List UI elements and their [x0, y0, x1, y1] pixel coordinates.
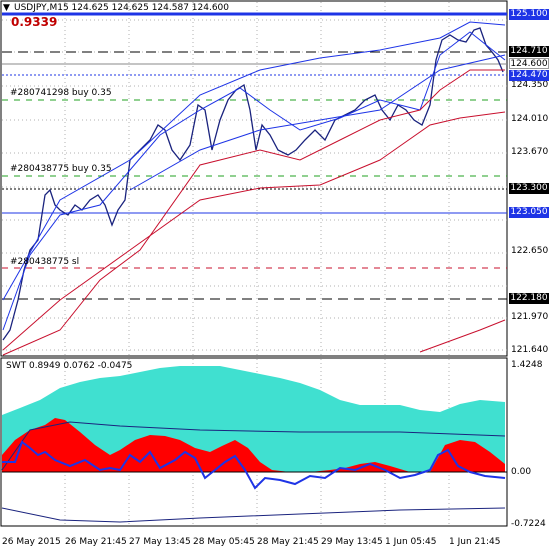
swt-main-line	[2, 440, 506, 490]
price-axis-label: 123.670	[511, 147, 549, 157]
header-triangle-icon[interactable]: ▼	[3, 3, 10, 13]
symbol-line: USDJPY,M15 124.625 124.625 124.587 124.6…	[14, 3, 230, 13]
price-axis-label: 121.970	[511, 312, 549, 322]
price-axis-label: 124.010	[511, 114, 549, 124]
sub-axis-label: 0.00	[511, 467, 532, 477]
main-chart-frame	[0, 0, 508, 357]
price-axis-label: 124.350	[511, 80, 549, 90]
time-axis-label: 1 Jun 05:45	[385, 537, 437, 547]
price-tag: 124.470	[509, 70, 549, 81]
ma-fast-line	[2, 31, 506, 331]
order-label-2: #280438775 buy 0.35	[10, 164, 112, 174]
price-tag: 124.600	[509, 58, 549, 69]
price-axis-label: 121.640	[511, 345, 549, 355]
time-axis-label: 27 May 13:45	[129, 537, 191, 547]
sub-axis-label: 1.4248	[511, 360, 543, 370]
ma-band-line	[129, 54, 506, 191]
ma-band-line	[2, 21, 506, 301]
time-axis-label: 26 May 21:45	[65, 537, 127, 547]
time-axis-label: 26 May 2015	[2, 537, 61, 547]
price-tag: 124.710	[509, 46, 549, 57]
ma-slow-line	[419, 319, 506, 353]
price-tag: 125.100	[509, 9, 549, 20]
order-label-1: #280741298 buy 0.35	[10, 88, 112, 98]
ma-slow-line	[2, 111, 506, 351]
sub-chart-frame	[0, 357, 508, 527]
time-axis-label: 1 Jun 21:45	[449, 537, 501, 547]
price-line	[2, 27, 504, 341]
indicator-value: 0.9339	[11, 15, 58, 29]
price-tag: 123.300	[509, 183, 549, 194]
time-axis-label: 28 May 05:45	[193, 537, 255, 547]
order-label-3: #280438775 sl	[10, 257, 80, 267]
time-axis-label: 29 May 13:45	[321, 537, 383, 547]
ma-slow-line	[2, 69, 505, 356]
swt-signal-line	[1, 421, 506, 471]
price-axis-label: 122.650	[511, 246, 549, 256]
sub-chart-title: SWT 0.8949 0.0762 -0.0475	[6, 361, 133, 371]
sub-axis-label: -0.7224	[511, 519, 546, 529]
swt-lower-line	[1, 507, 506, 523]
time-axis-label: 28 May 21:45	[257, 537, 319, 547]
price-tag: 122.180	[509, 293, 549, 304]
price-tag: 123.050	[509, 207, 549, 218]
